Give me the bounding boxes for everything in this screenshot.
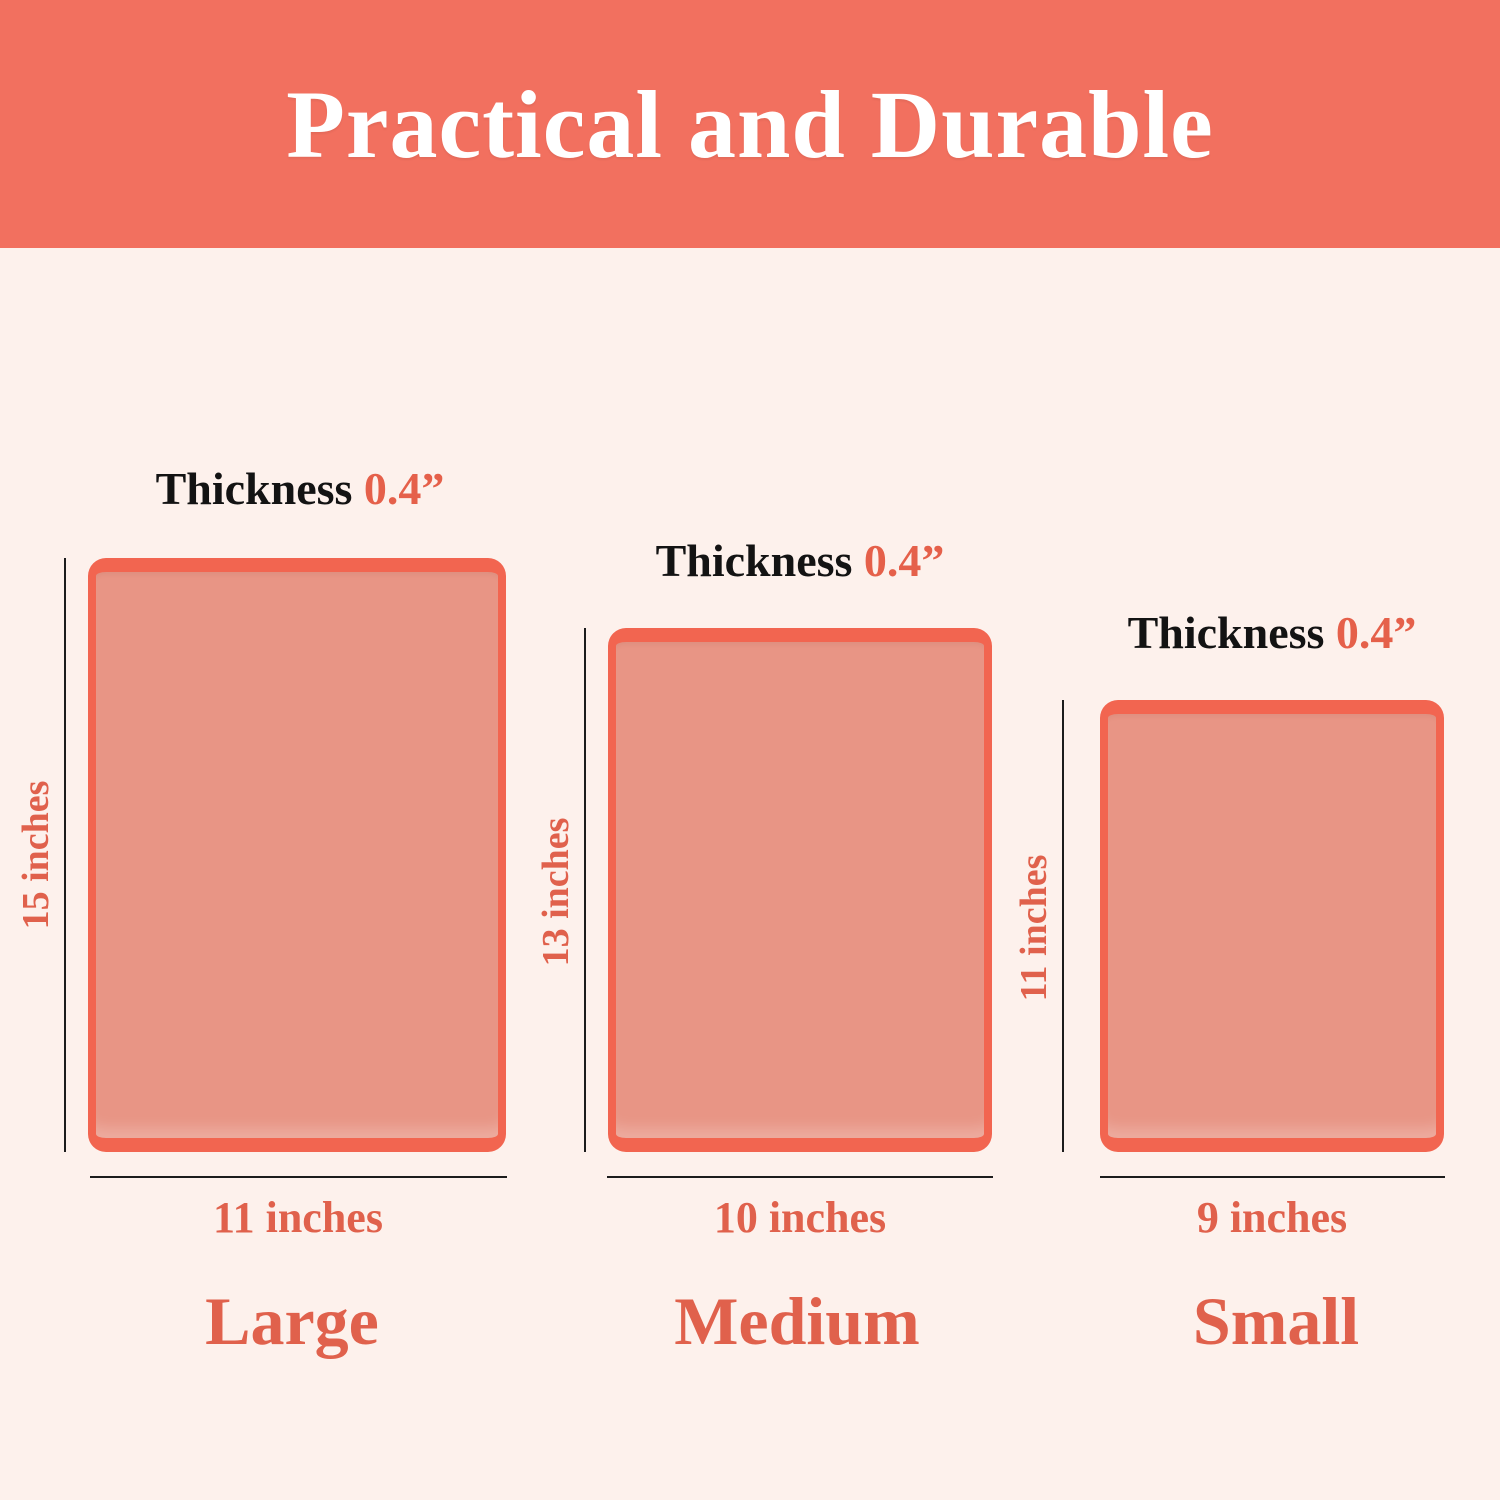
height-dimension-line-medium [584,628,586,1152]
height-dimension-line-small [1062,700,1064,1152]
size-label-small: Small [1192,1283,1360,1359]
cutting-board-small [1100,700,1444,1152]
width-label-small: 9 inches [1196,1193,1348,1242]
size-label-large: Large [205,1283,379,1359]
page-title: Practical and Durable [286,70,1214,178]
thickness-label-large: Thickness 0.4” [156,462,445,515]
height-label-medium: 13 inches [535,817,577,967]
thickness-text: Thickness [655,535,853,586]
width-dimension-line-medium [607,1176,993,1178]
thickness-value: 0.4” [363,463,445,514]
thickness-label-small: Thickness 0.4” [1128,606,1417,659]
thickness-label-medium: Thickness 0.4” [656,534,945,587]
width-label-medium: 10 inches [713,1193,887,1242]
thickness-value: 0.4” [863,535,945,586]
width-label-large: 11 inches [213,1193,383,1242]
width-dimension-line-large [90,1176,507,1178]
thickness-text: Thickness [155,463,353,514]
thickness-value: 0.4” [1335,607,1417,658]
header-banner: Practical and Durable [0,0,1500,248]
height-label-small: 11 inches [1013,854,1055,1002]
cutting-board-medium [608,628,992,1152]
height-label-large: 15 inches [15,780,57,930]
cutting-board-large [88,558,506,1152]
height-dimension-line-large [64,558,66,1152]
size-label-medium: Medium [674,1283,920,1359]
thickness-text: Thickness [1127,607,1325,658]
width-dimension-line-small [1100,1176,1445,1178]
